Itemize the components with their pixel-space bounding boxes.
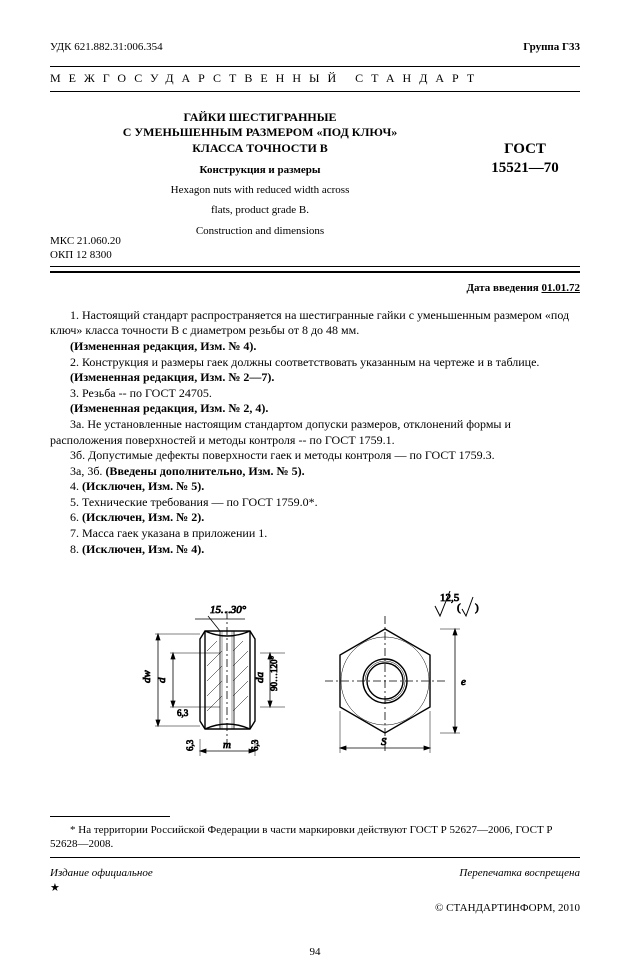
- label-r2: 6,3: [185, 740, 195, 752]
- page-number: 94: [50, 945, 580, 959]
- subtitle: Конструкция и размеры: [50, 163, 470, 177]
- para-6: 6. (Исключен, Изм. № 2).: [50, 510, 580, 526]
- para-3a: 3а. Не установленные настоящим стандарто…: [50, 417, 580, 448]
- para-2-note: (Измененная редакция, Изм. № 2—7).: [50, 370, 580, 386]
- copyright: © СТАНДАРТИНФОРМ, 2010: [50, 901, 580, 915]
- official-label: Издание официальное ★: [50, 866, 153, 895]
- label-angle-range: 90…120°: [269, 656, 279, 692]
- title-line-3: КЛАССА ТОЧНОСТИ В: [50, 141, 470, 157]
- classification-codes: МКС 21.060.20 ОКП 12 8300: [50, 234, 580, 263]
- udk-code: УДК 621.882.31:006.354: [50, 40, 163, 54]
- label-r1: 6,3: [177, 708, 189, 718]
- body-text: 1. Настоящий стандарт распространяется н…: [50, 308, 580, 558]
- header-spaced: МЕЖГОСУДАРСТВЕННЫЙ СТАНДАРТ: [50, 66, 580, 92]
- title-block: ГАЙКИ ШЕСТИГРАННЫЕ С УМЕНЬШЕННЫМ РАЗМЕРО…: [50, 110, 470, 238]
- para-1: 1. Настоящий стандарт распространяется н…: [50, 308, 580, 339]
- para-4: 4. (Исключен, Изм. № 5).: [50, 479, 580, 495]
- gost-number: ГОСТ 15521—70: [470, 110, 580, 238]
- intro-date: Дата введения 01.01.72: [50, 281, 580, 295]
- footnote-divider: [50, 816, 170, 817]
- title-line-1: ГАЙКИ ШЕСТИГРАННЫЕ: [50, 110, 470, 126]
- nut-drawing-svg: 15…30°: [115, 581, 515, 801]
- eng-line-2: flats, product grade B.: [50, 203, 470, 217]
- para-3: 3. Резьба -- по ГОСТ 24705.: [50, 386, 580, 402]
- divider-thick: [50, 271, 580, 273]
- group-code: Группа Г33: [523, 40, 580, 54]
- svg-text:(: (: [457, 602, 461, 614]
- label-da: da: [254, 672, 266, 684]
- para-3b: 3б. Допустимые дефекты поверхности гаек …: [50, 448, 580, 464]
- para-1-note: (Измененная редакция, Изм. № 4).: [50, 339, 580, 355]
- title-line-2: С УМЕНЬШЕННЫМ РАЗМЕРОМ «ПОД КЛЮЧ»: [50, 125, 470, 141]
- label-e: e: [461, 676, 466, 688]
- technical-drawing: 15…30°: [50, 581, 580, 806]
- para-2: 2. Конструкция и размеры гаек должны соо…: [50, 355, 580, 371]
- para-3-note: (Измененная редакция, Изм. № 2, 4).: [50, 401, 580, 417]
- para-7: 7. Масса гаек указана в приложении 1.: [50, 526, 580, 542]
- footnote-text: * На территории Российской Федерации в ч…: [50, 823, 580, 852]
- label-s: S: [381, 736, 387, 748]
- eng-line-1: Hexagon nuts with reduced width across: [50, 183, 470, 197]
- label-m: m: [223, 739, 231, 751]
- para-5: 5. Технические требования — по ГОСТ 1759…: [50, 495, 580, 511]
- para-3ab-note: 3а, 3б. (Введены дополнительно, Изм. № 5…: [50, 464, 580, 480]
- label-angle: 15…30°: [210, 604, 247, 616]
- svg-text:): ): [475, 602, 479, 614]
- divider: [50, 857, 580, 858]
- para-8: 8. (Исключен, Изм. № 4).: [50, 542, 580, 558]
- reprint-label: Перепечатка воспрещена: [459, 866, 580, 895]
- divider: [50, 266, 580, 267]
- label-dw: dw: [141, 670, 153, 684]
